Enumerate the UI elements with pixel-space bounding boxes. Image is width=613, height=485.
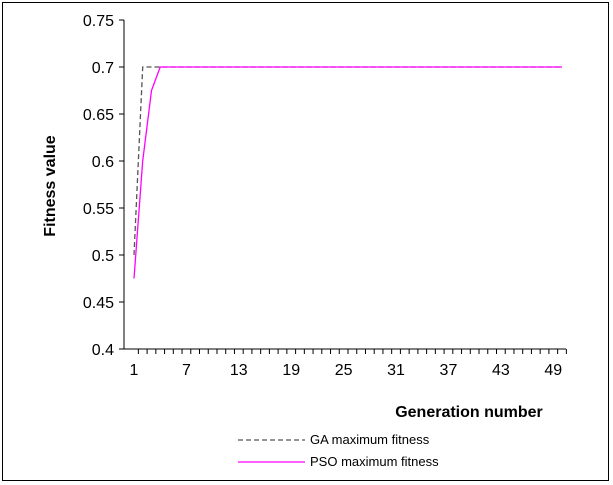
y-tick-label: 0.65	[83, 107, 114, 124]
chart-frame	[2, 2, 609, 481]
x-tick-label: 13	[230, 362, 248, 379]
x-tick-label: 49	[544, 362, 562, 379]
y-tick-label: 0.55	[83, 201, 114, 218]
y-tick-label: 0.5	[92, 248, 114, 265]
series-line-pso-maximum-fitness	[133, 66, 562, 279]
x-tick-label: 25	[335, 362, 353, 379]
legend-label: PSO maximum fitness	[310, 454, 439, 469]
y-axis-title: Fitness value	[42, 135, 59, 236]
legend-label: GA maximum fitness	[310, 432, 430, 447]
x-axis-title: Generation number	[395, 404, 543, 421]
y-tick-label: 0.75	[83, 13, 114, 30]
x-tick-label: 43	[492, 362, 510, 379]
y-axis-ticks: 0.4 0.45 0.5 0.55 0.6 0.65 0.7 0.75	[83, 13, 124, 359]
x-tick-label: 1	[130, 362, 139, 379]
series-line-ga-maximum-fitness	[133, 66, 562, 256]
x-tick-label: 7	[182, 362, 191, 379]
series-layer	[133, 66, 562, 279]
y-tick-label: 0.7	[92, 60, 114, 77]
y-tick-label: 0.6	[92, 154, 114, 171]
x-tick-label: 31	[387, 362, 405, 379]
x-tick-label: 19	[282, 362, 300, 379]
x-axis-ticks: 1 7 13 19 25 31 37 43 49	[130, 349, 567, 379]
x-tick-label: 37	[440, 362, 458, 379]
legend: GA maximum fitness PSO maximum fitness	[238, 432, 439, 469]
y-tick-label: 0.4	[92, 342, 114, 359]
y-tick-label: 0.45	[83, 295, 114, 312]
